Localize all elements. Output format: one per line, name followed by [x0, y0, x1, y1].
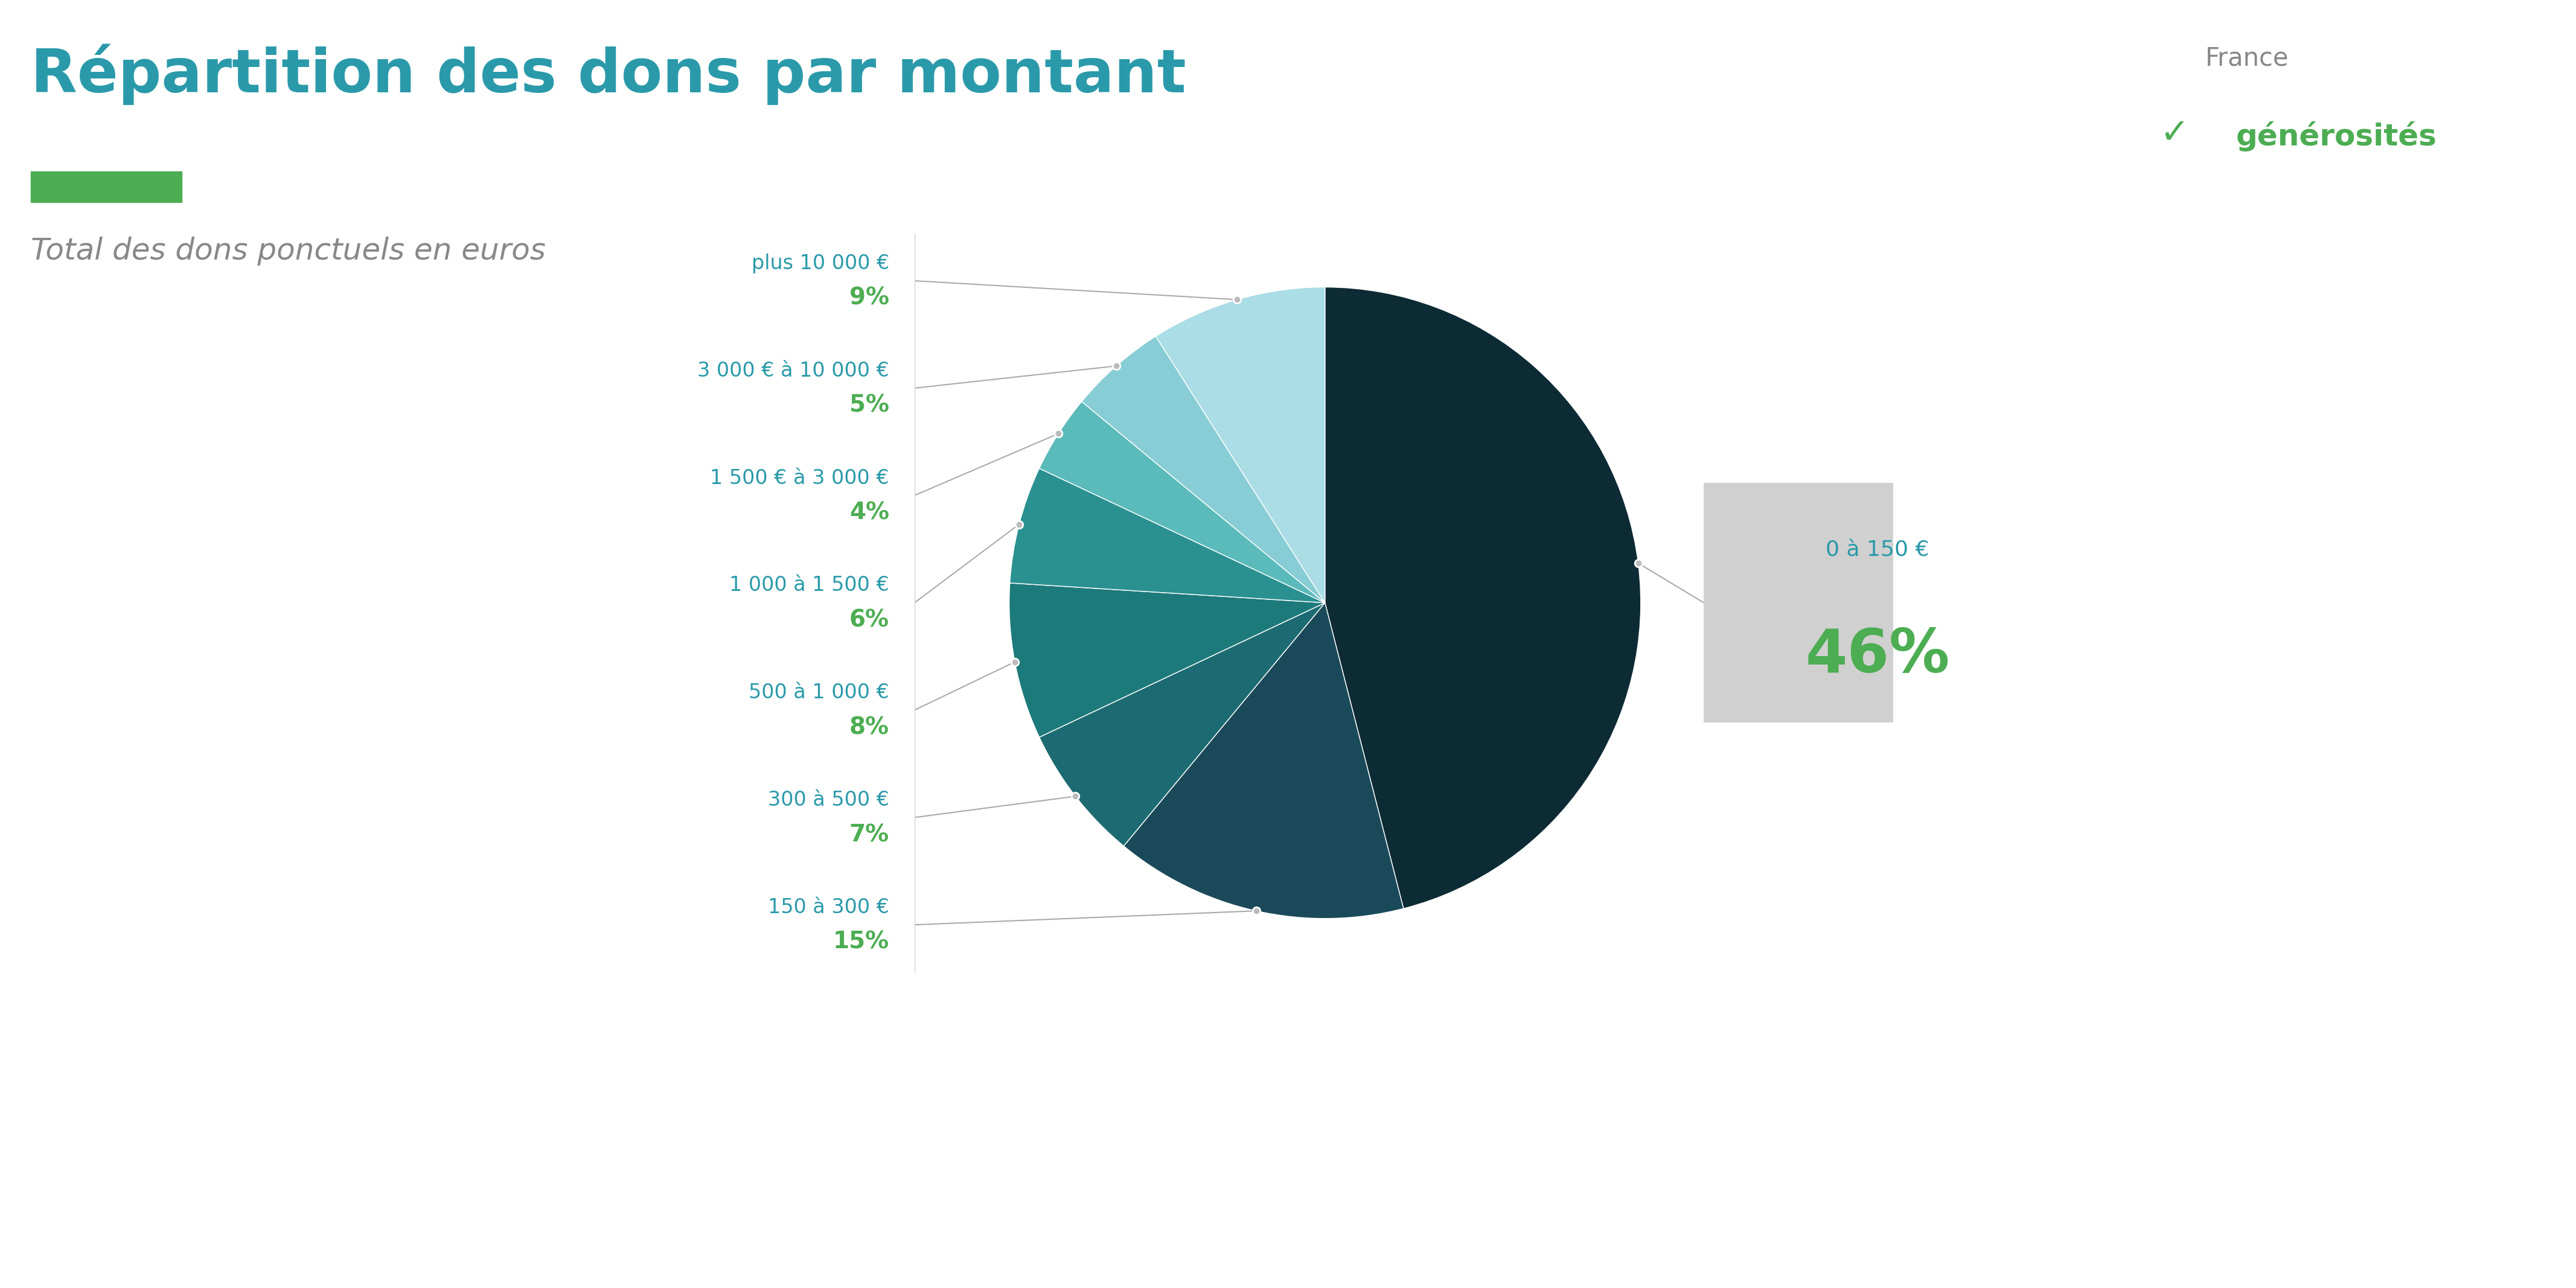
Text: 46%: 46% — [1806, 626, 1950, 685]
FancyBboxPatch shape — [283, 448, 914, 542]
Text: 3 000 € à 10 000 €: 3 000 € à 10 000 € — [698, 361, 889, 381]
FancyBboxPatch shape — [283, 877, 914, 972]
Text: 500 à 1 000 €: 500 à 1 000 € — [750, 683, 889, 703]
Text: 7%: 7% — [850, 823, 889, 846]
Text: 4%: 4% — [850, 501, 889, 524]
Wedge shape — [1038, 402, 1324, 603]
Text: 150 à 300 €: 150 à 300 € — [768, 898, 889, 917]
Text: 1 000 à 1 500 €: 1 000 à 1 500 € — [729, 576, 889, 595]
Wedge shape — [1123, 603, 1404, 918]
Text: 8%: 8% — [850, 716, 889, 739]
FancyBboxPatch shape — [283, 770, 914, 864]
Text: France: France — [2205, 45, 2287, 71]
Text: 1 500 € à 3 000 €: 1 500 € à 3 000 € — [711, 468, 889, 488]
FancyBboxPatch shape — [283, 341, 914, 435]
FancyBboxPatch shape — [283, 663, 914, 757]
Wedge shape — [1324, 287, 1641, 908]
Text: Répartition des dons par montant: Répartition des dons par montant — [31, 44, 1185, 106]
Text: Source : Baromètre de la générosités 2020, France générosités: Source : Baromètre de la générosités 202… — [31, 1229, 824, 1255]
Text: 300 à 500 €: 300 à 500 € — [768, 790, 889, 810]
FancyBboxPatch shape — [283, 555, 914, 650]
Bar — [31, 171, 180, 202]
Wedge shape — [1010, 583, 1324, 737]
Text: générosités: générosités — [2236, 121, 2437, 152]
FancyBboxPatch shape — [283, 233, 914, 328]
Text: ✓: ✓ — [2159, 115, 2190, 149]
Text: Mai 2021: Mai 2021 — [2429, 1229, 2545, 1255]
Text: 0 à 150 €: 0 à 150 € — [1826, 540, 1929, 560]
Text: 9%: 9% — [850, 287, 889, 309]
Text: 15%: 15% — [832, 931, 889, 953]
Text: 5%: 5% — [850, 394, 889, 417]
Text: plus 10 000 €: plus 10 000 € — [752, 254, 889, 273]
FancyBboxPatch shape — [1703, 483, 2050, 723]
Wedge shape — [1010, 469, 1324, 603]
Text: 6%: 6% — [850, 609, 889, 631]
Wedge shape — [1157, 287, 1324, 603]
Text: Total des dons ponctuels en euros: Total des dons ponctuels en euros — [31, 237, 546, 265]
Wedge shape — [1082, 336, 1324, 603]
Wedge shape — [1038, 603, 1324, 846]
